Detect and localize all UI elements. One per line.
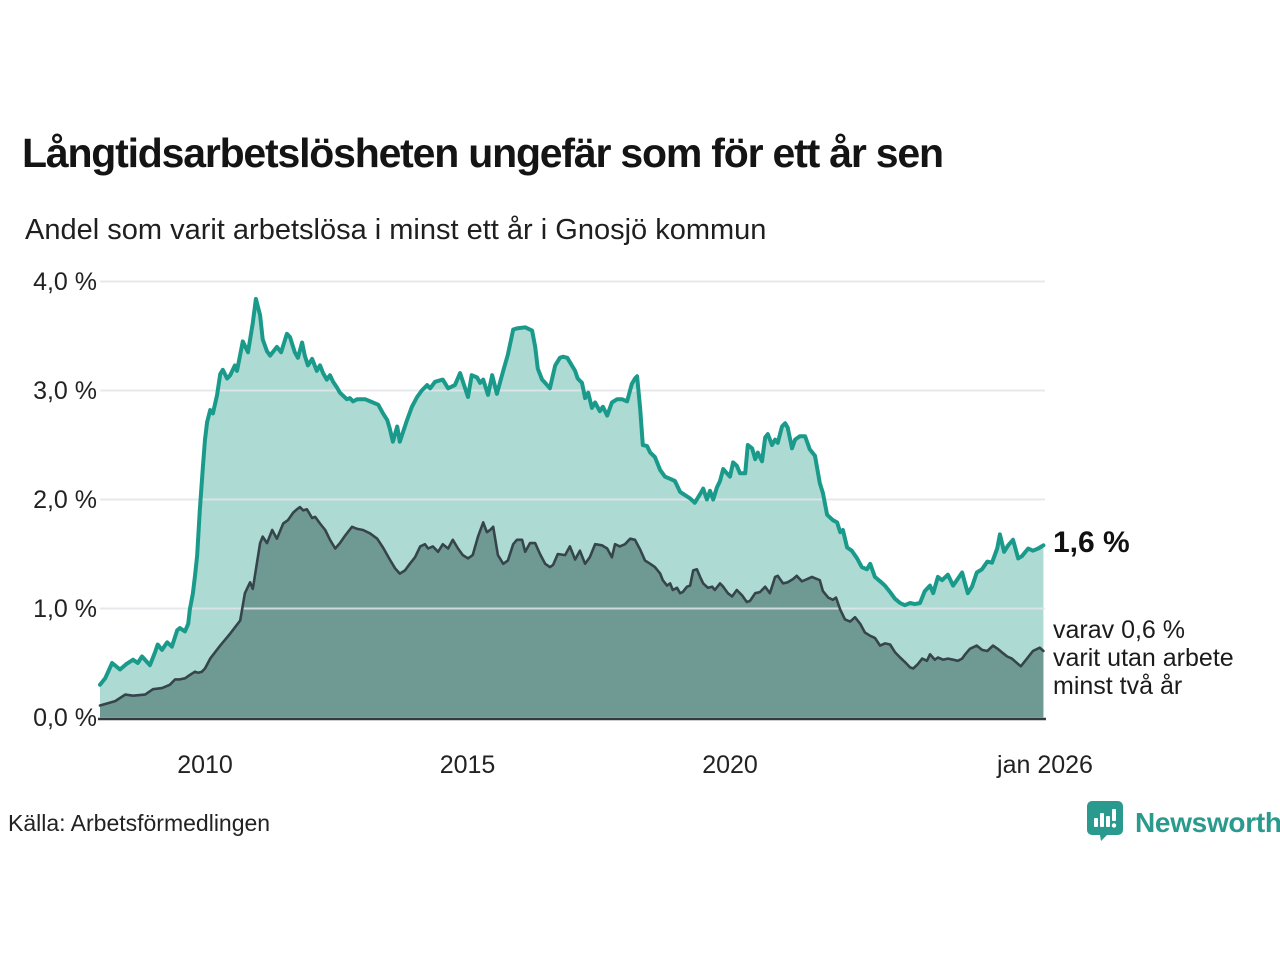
area-fill-two-years [100, 507, 1044, 718]
source-attribution: Källa: Arbetsförmedlingen [8, 810, 271, 836]
x-tick-label-2015: 2015 [439, 751, 496, 779]
secondary-series-annotation: varav 0,6 % varit utan arbete minst två … [1053, 616, 1234, 700]
x-tick-label-2020: 2020 [702, 751, 758, 779]
y-tick-label-1: 1,0 % [33, 594, 97, 623]
y-tick-label-3: 3,0 % [33, 376, 97, 405]
series-end-value-label: 1,6 % [1053, 526, 1130, 559]
y-tick-label-4: 4,0 % [33, 267, 97, 296]
line-two-years [98, 505, 1045, 707]
page-subtitle: Andel som varit arbetslösa i minst ett å… [25, 214, 767, 246]
newsworthy-brand: Newsworthy [1086, 800, 1280, 847]
newsworthy-logo-icon [1086, 800, 1124, 847]
secondary-annotation-line-2: varit utan arbete [1053, 644, 1234, 672]
secondary-annotation-line-1: varav 0,6 % [1053, 616, 1186, 644]
x-tick-label-jan-2026: jan 2026 [997, 751, 1093, 779]
line-one-year [98, 296, 1046, 687]
x-tick-label-2010: 2010 [177, 751, 233, 779]
secondary-annotation-line-3: minst två år [1053, 672, 1183, 700]
newsworthy-wordmark: Newsworthy [1135, 807, 1280, 838]
y-tick-label-2: 2,0 % [33, 485, 97, 514]
y-tick-label-0: 0,0 % [33, 703, 97, 732]
page-title: Långtidsarbetslösheten ungefär som för e… [22, 130, 944, 176]
